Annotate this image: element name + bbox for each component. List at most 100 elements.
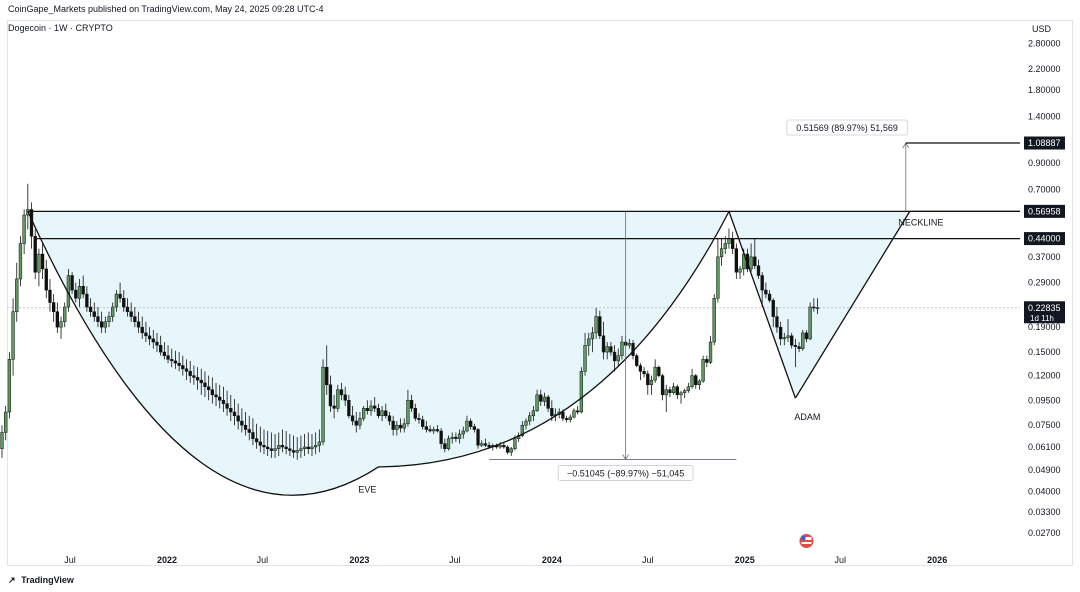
tradingview-logo-icon: ↗ xyxy=(8,575,16,585)
candle-body xyxy=(683,390,687,394)
candle-body xyxy=(801,332,805,349)
candle-body xyxy=(15,278,19,312)
candle-body xyxy=(240,420,244,426)
y-tick-label: 1.80000 xyxy=(1028,85,1061,95)
adam-label: ADAM xyxy=(794,412,820,422)
y-tick-label: 2.80000 xyxy=(1028,38,1061,48)
candle-body xyxy=(731,238,735,249)
candle-body xyxy=(502,445,506,448)
candle-body xyxy=(358,418,362,426)
x-tick-label: 2024 xyxy=(542,555,562,565)
candle-body xyxy=(749,256,753,270)
brand-label: TradingView xyxy=(21,575,74,585)
candle-body xyxy=(328,384,333,407)
candle-body xyxy=(450,436,454,439)
candle-body xyxy=(708,341,713,363)
x-tick-label: Jul xyxy=(834,555,846,565)
candle-body xyxy=(155,341,159,346)
candle-body xyxy=(483,443,488,446)
us-flag-icon-stripe xyxy=(801,537,812,540)
y-tick-label: 1.40000 xyxy=(1028,112,1061,122)
candle-body xyxy=(590,332,595,340)
candle-body xyxy=(760,275,764,291)
candle-body xyxy=(498,445,502,448)
candle-body xyxy=(472,426,476,430)
candle-body xyxy=(325,366,329,386)
candle-body xyxy=(177,362,181,366)
candle-body xyxy=(188,371,192,376)
candle-body xyxy=(679,392,683,396)
candle-body xyxy=(808,306,812,340)
candle-body xyxy=(406,400,410,425)
candle-body xyxy=(284,446,288,449)
candle-body xyxy=(771,300,775,317)
candle-body xyxy=(85,293,89,308)
candle-body xyxy=(790,335,794,346)
candle-body xyxy=(151,338,155,343)
candle-body xyxy=(646,373,650,386)
candle-body xyxy=(302,446,307,449)
candle-body xyxy=(572,410,576,418)
candle-body xyxy=(147,335,152,340)
candle-body xyxy=(133,316,137,323)
candle-body xyxy=(627,343,631,346)
candle-body xyxy=(192,375,196,378)
candle-body xyxy=(775,316,779,328)
candle-body xyxy=(339,389,344,396)
candle-body xyxy=(88,306,93,312)
candle-body xyxy=(653,366,657,381)
y-tick-label: 0.06100 xyxy=(1028,442,1061,452)
candle-body xyxy=(354,420,358,426)
candle-body xyxy=(361,408,366,419)
x-tick-label: 2022 xyxy=(157,555,177,565)
candle-body xyxy=(247,429,251,433)
price-tag-label: 0.22835 xyxy=(1028,303,1061,313)
candle-body xyxy=(11,311,15,360)
candle-body xyxy=(59,321,63,328)
candle-body xyxy=(4,411,8,433)
candle-body xyxy=(166,355,170,360)
candle-body xyxy=(210,389,214,396)
candle-body xyxy=(70,275,74,291)
candle-body xyxy=(48,289,52,303)
candle-body xyxy=(37,253,41,273)
x-tick-label: 2025 xyxy=(735,555,755,565)
candle-body xyxy=(767,293,772,301)
candle-body xyxy=(797,346,801,349)
candle-body xyxy=(605,346,609,353)
candle-body xyxy=(443,443,447,449)
price-tag xyxy=(1024,136,1065,150)
candle-body xyxy=(118,293,122,299)
candle-body xyxy=(409,400,414,409)
y-tick-label: 0.90000 xyxy=(1028,158,1061,168)
candle-body xyxy=(99,321,104,328)
candle-body xyxy=(214,394,218,398)
candle-body xyxy=(705,359,709,363)
candle-body xyxy=(520,424,524,436)
candle-body xyxy=(804,332,809,340)
candle-body xyxy=(435,429,440,432)
candle-body xyxy=(125,306,130,312)
candle-body xyxy=(317,441,322,446)
candle-body xyxy=(332,405,336,409)
candle-body xyxy=(295,450,299,453)
candle-body xyxy=(421,419,425,427)
y-tick-label: 0.29000 xyxy=(1028,278,1061,288)
candle-body xyxy=(564,418,569,420)
candle-body xyxy=(454,436,458,439)
currency-label: USD xyxy=(1032,24,1052,34)
target-measure-label-box xyxy=(786,119,908,136)
candle-body xyxy=(350,415,355,422)
candle-body xyxy=(136,321,141,328)
x-tick-label: 2023 xyxy=(349,555,369,565)
price-tag xyxy=(1024,301,1065,324)
candle-body xyxy=(487,445,491,448)
candle-body xyxy=(620,341,624,356)
candle-body xyxy=(306,446,310,449)
candle-body xyxy=(232,411,237,417)
y-tick-label: 0.04000 xyxy=(1028,487,1061,497)
neckline-label: NECKLINE xyxy=(898,217,943,227)
candle-body xyxy=(373,405,377,409)
candle-body xyxy=(719,248,724,258)
